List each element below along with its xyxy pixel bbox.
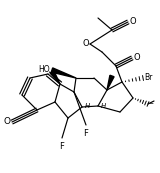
Text: O: O [129,17,136,26]
Polygon shape [50,71,60,84]
Text: ─: ─ [149,102,152,107]
Text: O: O [133,53,140,62]
Text: HO: HO [38,66,50,75]
Text: Br: Br [144,74,152,83]
Text: O: O [82,39,89,48]
Text: H: H [85,103,90,109]
Polygon shape [51,68,76,78]
Text: O: O [3,117,10,126]
Text: F: F [60,142,64,151]
Text: H: H [101,103,106,109]
Polygon shape [107,75,114,90]
Text: F: F [84,129,88,138]
